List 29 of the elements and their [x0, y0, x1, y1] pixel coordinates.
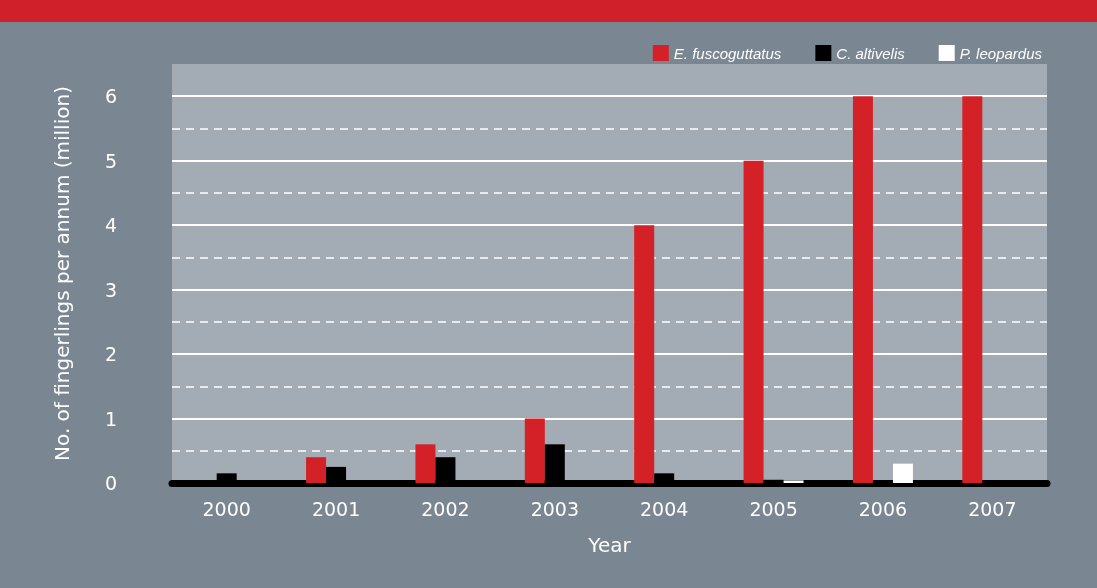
bar [524, 418, 545, 483]
x-tick-label: 2003 [530, 497, 579, 520]
bar [892, 463, 913, 483]
x-tick-label: 2001 [311, 497, 361, 520]
bar [743, 160, 764, 483]
y-tick-label: 5 [104, 149, 117, 172]
legend-label: E. fuscoguttatus [673, 44, 782, 62]
bar [634, 225, 655, 483]
bar [783, 480, 804, 483]
y-tick-label: 6 [104, 85, 117, 108]
y-tick-label: 1 [104, 407, 117, 430]
legend-label: C. altivelis [836, 44, 906, 62]
bar [306, 457, 327, 483]
x-tick-label: 2005 [749, 497, 798, 520]
legend-label: P. leopardus [959, 44, 1043, 62]
bar [415, 444, 436, 483]
y-tick-label: 4 [104, 214, 117, 237]
x-tick-label: 2006 [858, 497, 908, 520]
bar [852, 96, 873, 483]
y-tick-label: 2 [104, 343, 117, 366]
x-tick-label: 2002 [421, 497, 470, 520]
x-axis-title: Year [587, 533, 632, 557]
y-axis-title: No. of fingerlings per annum (million) [50, 86, 74, 461]
bar [962, 96, 983, 483]
y-tick-label: 3 [104, 278, 117, 301]
x-tick-label: 2004 [640, 497, 689, 520]
x-tick-label: 2007 [968, 497, 1017, 520]
y-tick-label: 0 [104, 472, 117, 494]
x-tick-label: 2000 [202, 497, 251, 520]
